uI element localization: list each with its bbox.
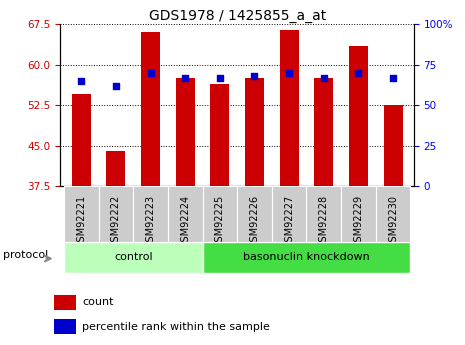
Bar: [384, 105, 403, 186]
Point: [112, 83, 120, 89]
Point: [147, 70, 154, 76]
Text: control: control: [114, 252, 153, 262]
Text: percentile rank within the sample: percentile rank within the sample: [82, 322, 270, 332]
Text: GSM92221: GSM92221: [76, 195, 86, 248]
Point: [251, 73, 258, 79]
Point: [286, 70, 293, 76]
Bar: [349, 46, 368, 186]
Bar: [99, 186, 133, 242]
Text: GSM92222: GSM92222: [111, 195, 121, 248]
Bar: [237, 186, 272, 242]
Point: [355, 70, 362, 76]
Bar: [202, 241, 411, 273]
Text: GSM92227: GSM92227: [284, 195, 294, 248]
Bar: [176, 78, 195, 186]
Point: [181, 75, 189, 80]
Bar: [64, 186, 99, 242]
Text: GSM92230: GSM92230: [388, 195, 398, 248]
Title: GDS1978 / 1425855_a_at: GDS1978 / 1425855_a_at: [148, 9, 326, 23]
Text: GSM92225: GSM92225: [215, 195, 225, 248]
Bar: [72, 95, 91, 186]
Text: GSM92226: GSM92226: [250, 195, 259, 248]
Bar: [245, 78, 264, 186]
Bar: [64, 241, 202, 273]
Point: [216, 75, 224, 80]
Bar: [53, 319, 76, 334]
Bar: [341, 186, 376, 242]
Bar: [306, 186, 341, 242]
Bar: [53, 295, 76, 310]
Bar: [133, 186, 168, 242]
Text: basonuclin knockdown: basonuclin knockdown: [243, 252, 370, 262]
Text: count: count: [82, 297, 114, 307]
Point: [389, 75, 397, 80]
Bar: [168, 186, 202, 242]
Bar: [376, 186, 411, 242]
Bar: [279, 30, 299, 186]
Bar: [106, 151, 126, 186]
Text: GSM92224: GSM92224: [180, 195, 190, 248]
Text: GSM92223: GSM92223: [146, 195, 155, 248]
Point: [320, 75, 327, 80]
Bar: [210, 83, 229, 186]
Text: GSM92228: GSM92228: [319, 195, 329, 248]
Bar: [314, 78, 333, 186]
Text: GSM92229: GSM92229: [353, 195, 364, 248]
Bar: [272, 186, 306, 242]
Bar: [202, 186, 237, 242]
Bar: [141, 32, 160, 186]
Text: protocol: protocol: [3, 250, 48, 260]
Point: [78, 78, 85, 84]
